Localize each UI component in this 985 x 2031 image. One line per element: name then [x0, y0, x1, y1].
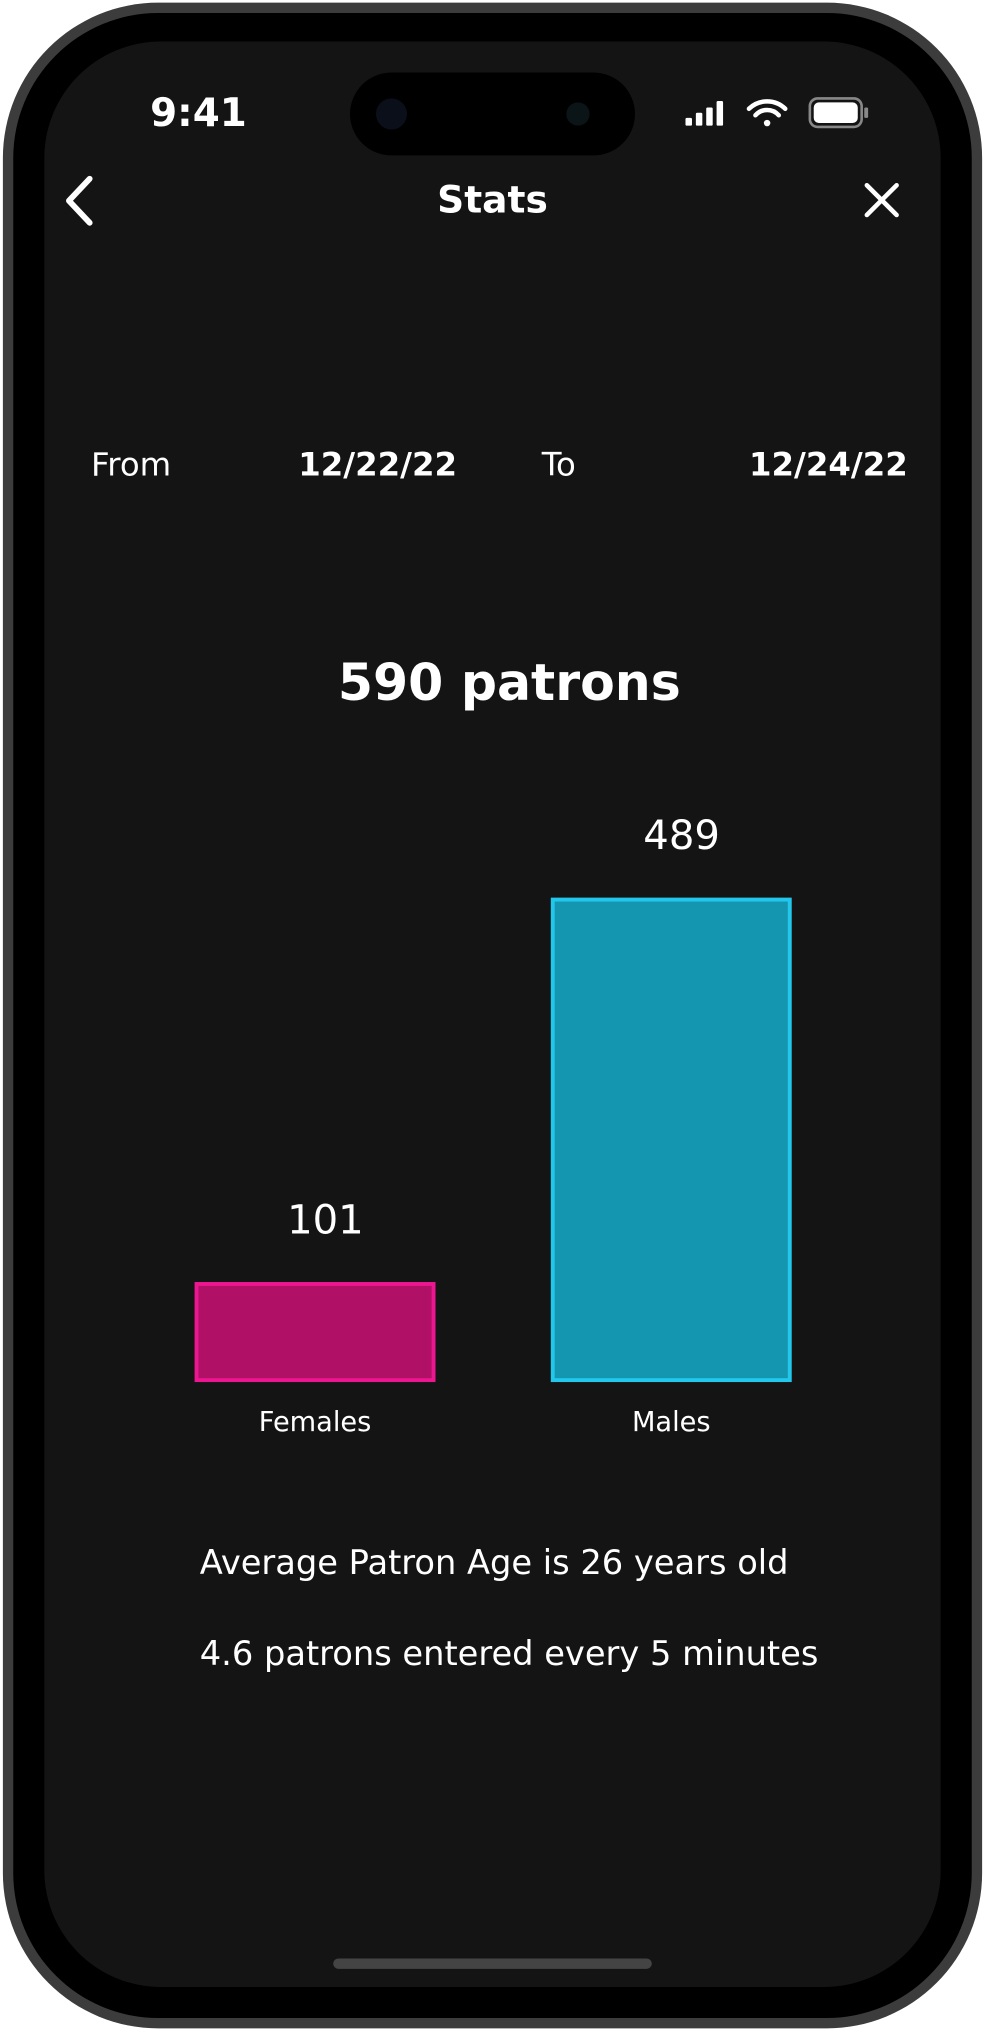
value-label: 101	[287, 1197, 364, 1243]
from-date[interactable]: 12/22/22	[298, 445, 457, 483]
dynamic-island	[350, 72, 635, 156]
bar-chart: 101 Females 489 Males	[194, 813, 792, 1438]
category-label: Females	[259, 1407, 371, 1438]
value-label: 489	[643, 813, 720, 859]
stat-line: 4.6 patrons entered every 5 minutes	[200, 1634, 819, 1673]
battery-icon	[808, 97, 869, 129]
from-label: From	[91, 445, 171, 483]
bar	[194, 1282, 436, 1383]
screen-title: Stats	[437, 178, 548, 222]
sensor	[566, 102, 590, 126]
stat-line: Average Patron Age is 26 years old	[200, 1543, 789, 1582]
signal-icon	[685, 101, 724, 126]
to-label: To	[541, 445, 576, 483]
to-date[interactable]: 12/24/22	[749, 445, 908, 483]
screen	[44, 41, 941, 1987]
wifi-icon	[746, 99, 788, 127]
bar	[550, 897, 792, 1383]
camera	[375, 98, 408, 130]
close-button[interactable]	[864, 182, 899, 218]
category-label: Males	[632, 1407, 711, 1438]
patron-total: 590 patrons	[338, 653, 681, 712]
status-time: 9:41	[150, 91, 247, 136]
home-indicator	[333, 1958, 652, 1969]
back-button[interactable]	[66, 175, 93, 226]
